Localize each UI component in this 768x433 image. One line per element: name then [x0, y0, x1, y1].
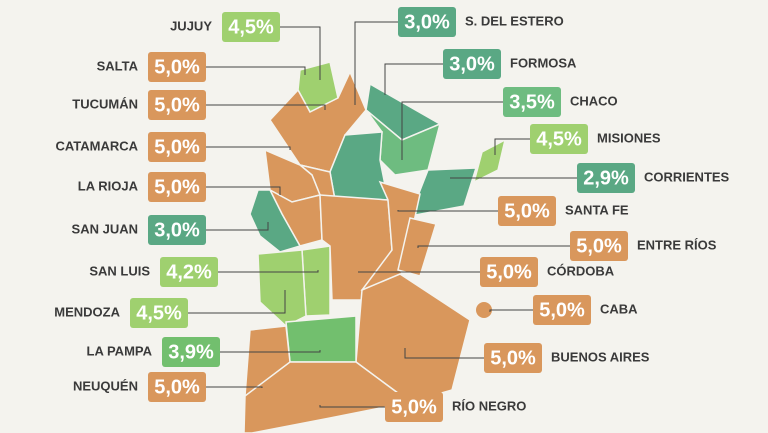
- leader-line: [397, 210, 498, 212]
- leader-line: [384, 63, 443, 95]
- leader-line: [280, 26, 321, 80]
- badge: [148, 215, 206, 245]
- map: [243, 61, 507, 433]
- badge-value: 5,0%: [504, 200, 550, 222]
- province-name: SAN LUIS: [89, 263, 150, 278]
- badge-value: 3,9%: [168, 341, 214, 363]
- province-name: SAN JUAN: [72, 221, 138, 236]
- leader-line: [404, 348, 484, 359]
- badge: [570, 231, 628, 261]
- badge-value: 5,0%: [154, 94, 200, 116]
- province-name: ENTRE RÍOS: [637, 237, 717, 252]
- province-name: SANTA FE: [565, 202, 629, 217]
- badge-value: 5,0%: [154, 56, 200, 78]
- province-name: MISIONES: [597, 130, 661, 145]
- leader-line: [319, 405, 385, 408]
- badge: [443, 49, 501, 79]
- badge-value: 5,0%: [576, 235, 622, 257]
- province-name: JUJUY: [170, 18, 212, 33]
- badge: [148, 52, 206, 82]
- badge-value: 4,5%: [228, 16, 274, 38]
- leader-line: [494, 138, 530, 155]
- san-luis: [301, 245, 331, 317]
- badge: [480, 257, 538, 287]
- badge-value: 2,9%: [583, 167, 629, 189]
- badge-value: 5,0%: [486, 261, 532, 283]
- leader-line: [206, 186, 281, 195]
- leader-line: [206, 66, 306, 75]
- san-juan: [249, 189, 302, 253]
- province-name: RÍO NEGRO: [452, 398, 526, 413]
- misiones: [472, 138, 507, 184]
- badge-value: 4,5%: [536, 128, 582, 150]
- badge: [162, 337, 220, 367]
- leader-line: [206, 104, 326, 110]
- badge: [503, 87, 561, 117]
- province-name: CHACO: [570, 93, 618, 108]
- badge-value: 3,0%: [404, 11, 450, 33]
- badge-value: 4,2%: [166, 261, 212, 283]
- province-name: CÓRDOBA: [547, 263, 615, 278]
- badge: [148, 372, 206, 402]
- province-name: FORMOSA: [510, 55, 577, 70]
- badge: [148, 172, 206, 202]
- leader-line: [417, 245, 570, 248]
- province-name: LA RIOJA: [78, 178, 139, 193]
- leader-line: [220, 350, 321, 353]
- entre-rios: [397, 217, 437, 277]
- badge: [484, 343, 542, 373]
- badge: [160, 257, 218, 287]
- province-name: LA PAMPA: [87, 343, 153, 358]
- province-name: S. DEL ESTERO: [465, 13, 564, 28]
- badge: [530, 124, 588, 154]
- leader-line: [206, 222, 269, 231]
- province-name: NEUQUÉN: [73, 378, 138, 393]
- badge-value: 3,0%: [449, 53, 495, 75]
- province-name: MENDOZA: [54, 304, 120, 319]
- badge-value: 5,0%: [539, 299, 585, 321]
- badge-value: 5,0%: [391, 396, 437, 418]
- badge: [148, 132, 206, 162]
- leader-line: [218, 270, 319, 273]
- badge-value: 4,5%: [136, 302, 182, 324]
- labels: JUJUY 4,5% SALTA 5,0% TUCUMÁN 5,0% CATAMARCA 5,…: [54, 7, 730, 422]
- badge-value: 5,0%: [154, 136, 200, 158]
- la-pampa: [285, 315, 357, 363]
- badge: [498, 196, 556, 226]
- badge: [398, 7, 456, 37]
- province-name: TUCUMÁN: [72, 96, 138, 111]
- badge: [148, 90, 206, 120]
- province-name: CABA: [600, 301, 638, 316]
- badge: [130, 298, 188, 328]
- badge-value: 5,0%: [490, 347, 536, 369]
- province-name: SALTA: [97, 58, 139, 73]
- province-name: BUENOS AIRES: [551, 349, 650, 364]
- badge-value: 5,0%: [154, 376, 200, 398]
- badge: [577, 163, 635, 193]
- leader-line: [206, 386, 263, 388]
- badge-value: 5,0%: [154, 176, 200, 198]
- badge: [385, 392, 443, 422]
- badge-value: 3,0%: [154, 219, 200, 241]
- leader-line: [401, 101, 503, 160]
- leader-line: [489, 309, 533, 312]
- badge: [533, 295, 591, 325]
- leader-line: [188, 290, 286, 314]
- leader-line: [354, 21, 398, 105]
- caba: [476, 302, 492, 318]
- badge: [222, 12, 280, 42]
- rio-negro: [243, 361, 412, 433]
- badge-value: 3,5%: [509, 91, 555, 113]
- leader-line: [206, 146, 291, 150]
- province-name: CATAMARCA: [55, 138, 138, 153]
- province-name: CORRIENTES: [644, 169, 730, 184]
